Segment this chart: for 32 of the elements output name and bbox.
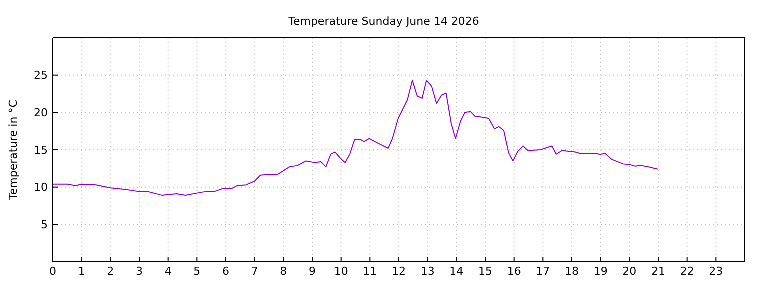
x-tick-label: 7 [251,264,258,278]
x-tick-label: 14 [450,264,464,278]
x-tick-label: 3 [136,264,143,278]
x-tick-label: 23 [709,264,724,278]
chart-title: Temperature Sunday June 14 2026 [288,15,480,28]
y-tick-label: 20 [34,106,48,120]
y-tick-label: 15 [34,144,48,157]
y-axis-title: Temperature in °C [6,100,20,201]
x-tick-label: 6 [222,264,230,278]
x-tick-label: 16 [507,264,522,278]
x-tick-label: 1 [78,264,86,278]
y-tick-label: 10 [34,181,48,194]
x-tick-label: 20 [622,264,637,278]
x-tick-label: 9 [309,264,316,278]
x-tick-label: 0 [50,264,56,278]
x-tick-label: 15 [478,264,492,278]
x-tick-label: 4 [164,264,172,278]
x-tick-label: 5 [194,264,201,278]
x-tick-label: 19 [594,264,608,278]
x-tick-label: 21 [652,264,666,278]
x-tick-label: 8 [280,264,288,278]
x-tick-label: 2 [107,264,114,278]
y-tick-label: 5 [41,218,48,232]
x-tick-label: 18 [565,264,579,278]
x-tick-label: 11 [363,264,378,278]
x-tick-label: 12 [392,264,406,278]
line-series [53,80,658,196]
x-tick-label: 13 [420,264,435,278]
y-tick-label: 25 [34,69,48,82]
x-tick-label: 10 [334,264,348,278]
x-tick-label: 17 [536,264,550,278]
x-tick-label: 22 [680,264,694,278]
